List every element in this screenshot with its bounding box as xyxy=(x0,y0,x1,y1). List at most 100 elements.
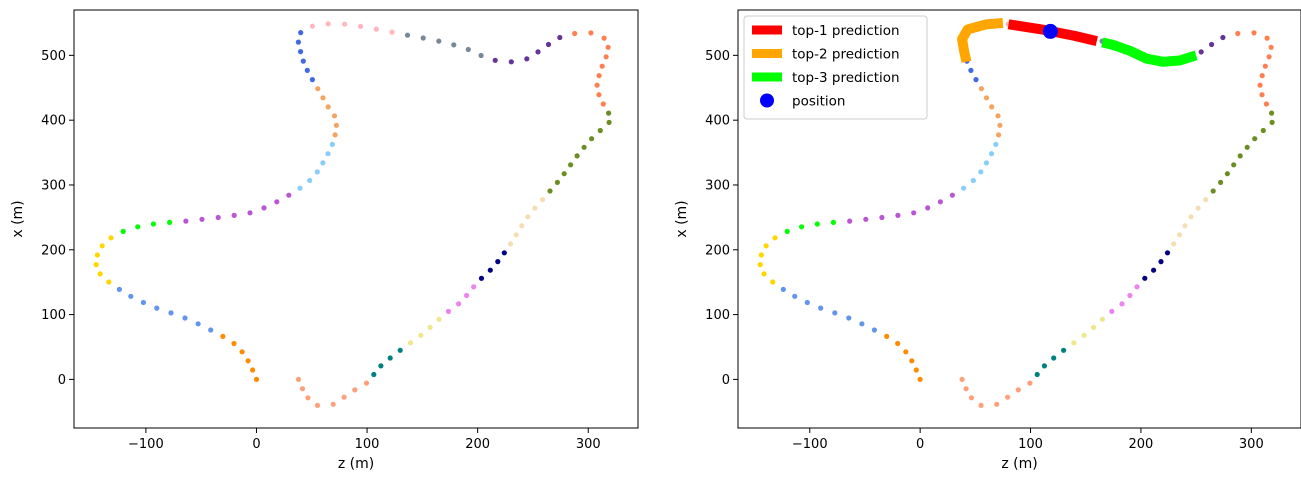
track-point xyxy=(978,402,984,408)
top2-prediction-line xyxy=(957,18,1004,63)
track-point xyxy=(988,151,995,157)
track-point xyxy=(1203,197,1209,203)
track-point xyxy=(879,214,885,221)
y-tick-label: 200 xyxy=(705,243,730,258)
track-point xyxy=(300,58,306,64)
track-point xyxy=(513,232,519,238)
track-point xyxy=(247,210,253,216)
track-point xyxy=(1171,241,1177,247)
track-point xyxy=(1134,284,1140,290)
track-point xyxy=(596,73,602,79)
track-point xyxy=(1209,41,1215,48)
track-point xyxy=(606,119,612,125)
y-tick-label: 0 xyxy=(58,373,66,388)
track-point xyxy=(959,376,965,382)
track-point xyxy=(298,49,304,55)
x-tick-label: 100 xyxy=(355,437,380,452)
track-point xyxy=(315,86,321,92)
track-point xyxy=(451,42,457,48)
track-point xyxy=(427,324,433,330)
track-point xyxy=(94,252,100,258)
track-point xyxy=(154,305,160,311)
track-point xyxy=(320,95,326,101)
track-point xyxy=(884,333,890,339)
track-point xyxy=(784,228,790,234)
track-point xyxy=(245,358,251,364)
track-point xyxy=(911,210,917,216)
track-point xyxy=(150,221,156,227)
x-tick-label: −100 xyxy=(792,437,828,452)
track-point xyxy=(581,144,587,150)
track-point xyxy=(420,35,426,41)
track-point xyxy=(304,67,310,73)
track-point xyxy=(436,38,442,44)
track-point xyxy=(1237,153,1243,159)
track-point xyxy=(594,82,600,88)
track-point xyxy=(341,394,347,400)
y-tick-label: 100 xyxy=(705,308,730,323)
track-point xyxy=(961,185,967,191)
track-point xyxy=(983,160,990,166)
track-point xyxy=(780,286,786,292)
legend-box xyxy=(743,15,928,120)
track-point xyxy=(519,223,525,229)
track-point xyxy=(183,218,189,224)
y-tick-label: 400 xyxy=(705,114,730,129)
track-point xyxy=(913,367,919,373)
track-point xyxy=(1269,110,1275,116)
track-point xyxy=(1182,223,1188,229)
track-point xyxy=(274,199,280,205)
track-point xyxy=(1260,127,1266,134)
track-point xyxy=(199,216,205,222)
track-point xyxy=(120,228,126,234)
axes-frame xyxy=(737,9,1301,429)
track-point xyxy=(1090,324,1097,330)
track-point xyxy=(1259,92,1265,98)
track-point xyxy=(847,218,853,224)
track-point xyxy=(407,340,414,346)
track-point xyxy=(418,332,424,338)
track-point xyxy=(863,216,869,222)
track-point xyxy=(1244,144,1250,150)
track-point xyxy=(508,59,514,65)
position-marker xyxy=(1042,23,1058,39)
track-point xyxy=(208,327,214,333)
track-point xyxy=(261,205,267,211)
track-point xyxy=(373,26,379,32)
track-point xyxy=(561,171,567,177)
track-point xyxy=(1218,179,1224,185)
track-point xyxy=(108,235,114,241)
track-point xyxy=(978,169,984,175)
track-point xyxy=(1034,371,1040,378)
track-point xyxy=(309,77,315,83)
track-point xyxy=(1027,380,1033,386)
track-point xyxy=(299,386,306,392)
track-point xyxy=(239,349,245,355)
track-point xyxy=(547,188,553,194)
track-point xyxy=(314,402,321,408)
track-point xyxy=(832,310,838,316)
track-point xyxy=(342,21,348,27)
track-point xyxy=(1264,35,1270,41)
track-point xyxy=(320,160,326,166)
track-point xyxy=(1099,316,1105,322)
track-point xyxy=(1262,63,1268,69)
track-point xyxy=(286,192,292,198)
track-point xyxy=(1061,347,1067,353)
track-point xyxy=(895,212,901,218)
track-point xyxy=(599,63,605,69)
x-tick-label: −100 xyxy=(128,437,164,452)
track-points xyxy=(93,21,612,408)
track-point xyxy=(758,252,764,258)
track-point xyxy=(487,267,493,273)
track-point xyxy=(1235,30,1241,37)
track-point xyxy=(397,347,403,353)
track-point xyxy=(818,305,824,311)
track-point xyxy=(525,214,531,220)
track-point xyxy=(1119,301,1125,307)
track-point xyxy=(298,29,304,36)
track-point xyxy=(495,259,501,265)
track-point xyxy=(1257,82,1263,88)
track-point xyxy=(757,262,763,268)
y-axis-label: x (m) xyxy=(10,200,26,237)
